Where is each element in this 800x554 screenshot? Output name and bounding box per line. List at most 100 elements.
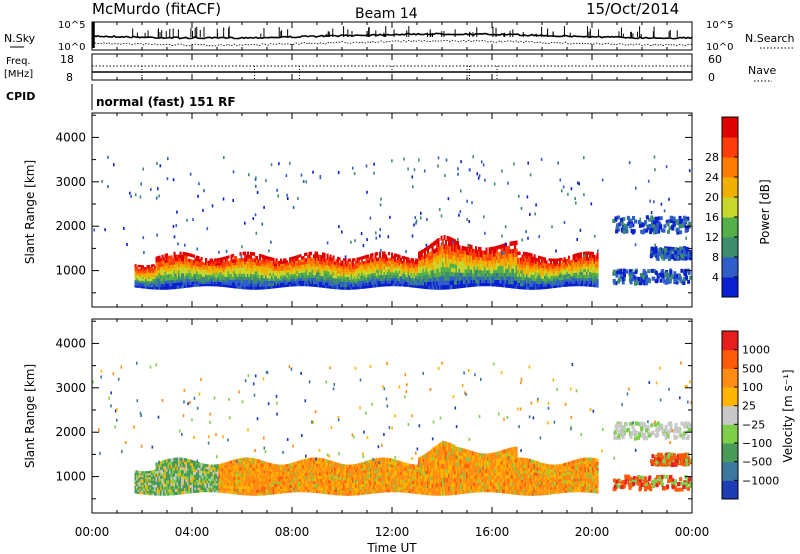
heatmap-cell: [221, 262, 224, 265]
heatmap-cell: [572, 259, 575, 263]
heatmap-cell: [310, 271, 313, 276]
heatmap-cell: [669, 277, 673, 282]
heatmap-cell: [590, 263, 593, 267]
heatmap-cell: [383, 280, 386, 284]
heatmap-cell: [443, 271, 446, 277]
heatmap-cell: [494, 249, 497, 254]
heatmap-cell: [206, 272, 209, 275]
heatmap-cell: [538, 258, 541, 262]
heatmap-cell: [344, 258, 347, 262]
heatmap-cell: [379, 266, 382, 270]
heatmap-cell: [448, 236, 451, 242]
heatmap-cell: [206, 468, 209, 472]
heatmap-cell: [551, 275, 554, 279]
heatmap-cell: [379, 251, 382, 256]
heatmap-cell: [481, 272, 484, 277]
heatmap-cell: [416, 268, 419, 272]
heatmap-cell: [301, 269, 304, 273]
heatmap-cell: [666, 272, 670, 277]
heatmap-cell: [443, 248, 446, 254]
heatmap-cell: [142, 284, 145, 287]
heatmap-cell: [154, 280, 157, 284]
heatmap-cell: [175, 279, 178, 283]
heatmap-cell: [191, 275, 194, 279]
heatmap-cell: [260, 277, 263, 281]
heatmap-cell: [173, 463, 176, 468]
heatmap-cell: [415, 258, 418, 262]
heatmap-cell: [436, 280, 439, 286]
heatmap-cell: [375, 236, 378, 240]
heatmap-cell: [148, 480, 151, 484]
heatmap-cell: [425, 285, 428, 290]
heatmap-cell: [193, 489, 196, 493]
heatmap-cell: [569, 275, 572, 279]
heatmap-cell: [542, 267, 545, 271]
heatmap-cell: [382, 265, 385, 270]
heatmap-cell: [574, 259, 577, 263]
heatmap-cell: [412, 185, 414, 189]
heatmap-cell: [568, 278, 571, 282]
heatmap-cell: [374, 269, 377, 273]
heatmap-cell: [334, 272, 337, 276]
heatmap-cell: [466, 272, 469, 277]
heatmap-cell: [332, 283, 335, 287]
heatmap-cell: [504, 242, 507, 246]
heatmap-cell: [173, 285, 176, 290]
heatmap-cell: [184, 469, 187, 474]
heatmap-cell: [539, 269, 542, 273]
heatmap-cell: [592, 266, 595, 270]
heatmap-cell: [320, 275, 323, 279]
heatmap-cell: [253, 273, 256, 278]
heatmap-cell: [259, 262, 262, 267]
heatmap-cell: [491, 269, 494, 274]
heatmap-cell: [205, 489, 208, 493]
heatmap-cell: [343, 276, 346, 280]
heatmap-cell: [679, 246, 683, 251]
heatmap-cell: [299, 283, 302, 287]
heatmap-cell: [277, 277, 280, 281]
heatmap-cell: [612, 269, 616, 274]
heatmap-cell: [260, 254, 263, 258]
heatmap-cell: [367, 254, 370, 258]
heatmap-cell: [160, 486, 163, 490]
heatmap-cell: [136, 277, 139, 281]
heatmap-cell: [230, 276, 233, 280]
heatmap-cell: [385, 283, 388, 287]
heatmap-cell: [260, 280, 263, 284]
heatmap-cell: [419, 284, 422, 289]
heatmap-cell: [539, 283, 542, 287]
heatmap-cell: [206, 276, 209, 280]
heatmap-cell: [308, 269, 311, 273]
heatmap-cell: [586, 283, 589, 287]
heatmap-cell: [446, 275, 449, 281]
heatmap-cell: [289, 259, 292, 263]
heatmap-cell: [185, 272, 188, 277]
heatmap-cell: [335, 264, 338, 268]
heatmap-cell: [433, 269, 436, 274]
heatmap-cell: [169, 279, 172, 284]
heatmap-cell: [413, 275, 416, 279]
heatmap-cell: [434, 285, 437, 290]
heatmap-cell: [448, 240, 451, 246]
heatmap-cell: [647, 269, 651, 274]
date-title: 15/Oct/2014: [586, 0, 679, 18]
heatmap-cell: [642, 275, 646, 280]
heatmap-cell: [323, 281, 326, 286]
heatmap-cell: [500, 283, 503, 288]
heatmap-cell: [413, 270, 416, 274]
heatmap-cell: [164, 462, 167, 467]
heatmap-cell: [442, 248, 445, 254]
heatmap-cell: [615, 273, 619, 278]
heatmap-cell: [550, 285, 553, 289]
heatmap-cell: [202, 475, 205, 479]
heatmap-cell: [163, 260, 166, 264]
heatmap-cell: [184, 263, 187, 268]
heatmap-cell: [422, 268, 425, 273]
heatmap-cell: [187, 264, 190, 268]
heatmap-cell: [632, 275, 636, 280]
heatmap-cell: [151, 470, 154, 473]
heatmap-cell: [539, 267, 542, 271]
heatmap-cell: [137, 491, 140, 494]
heatmap-cell: [412, 279, 415, 283]
heatmap-cell: [398, 260, 401, 264]
